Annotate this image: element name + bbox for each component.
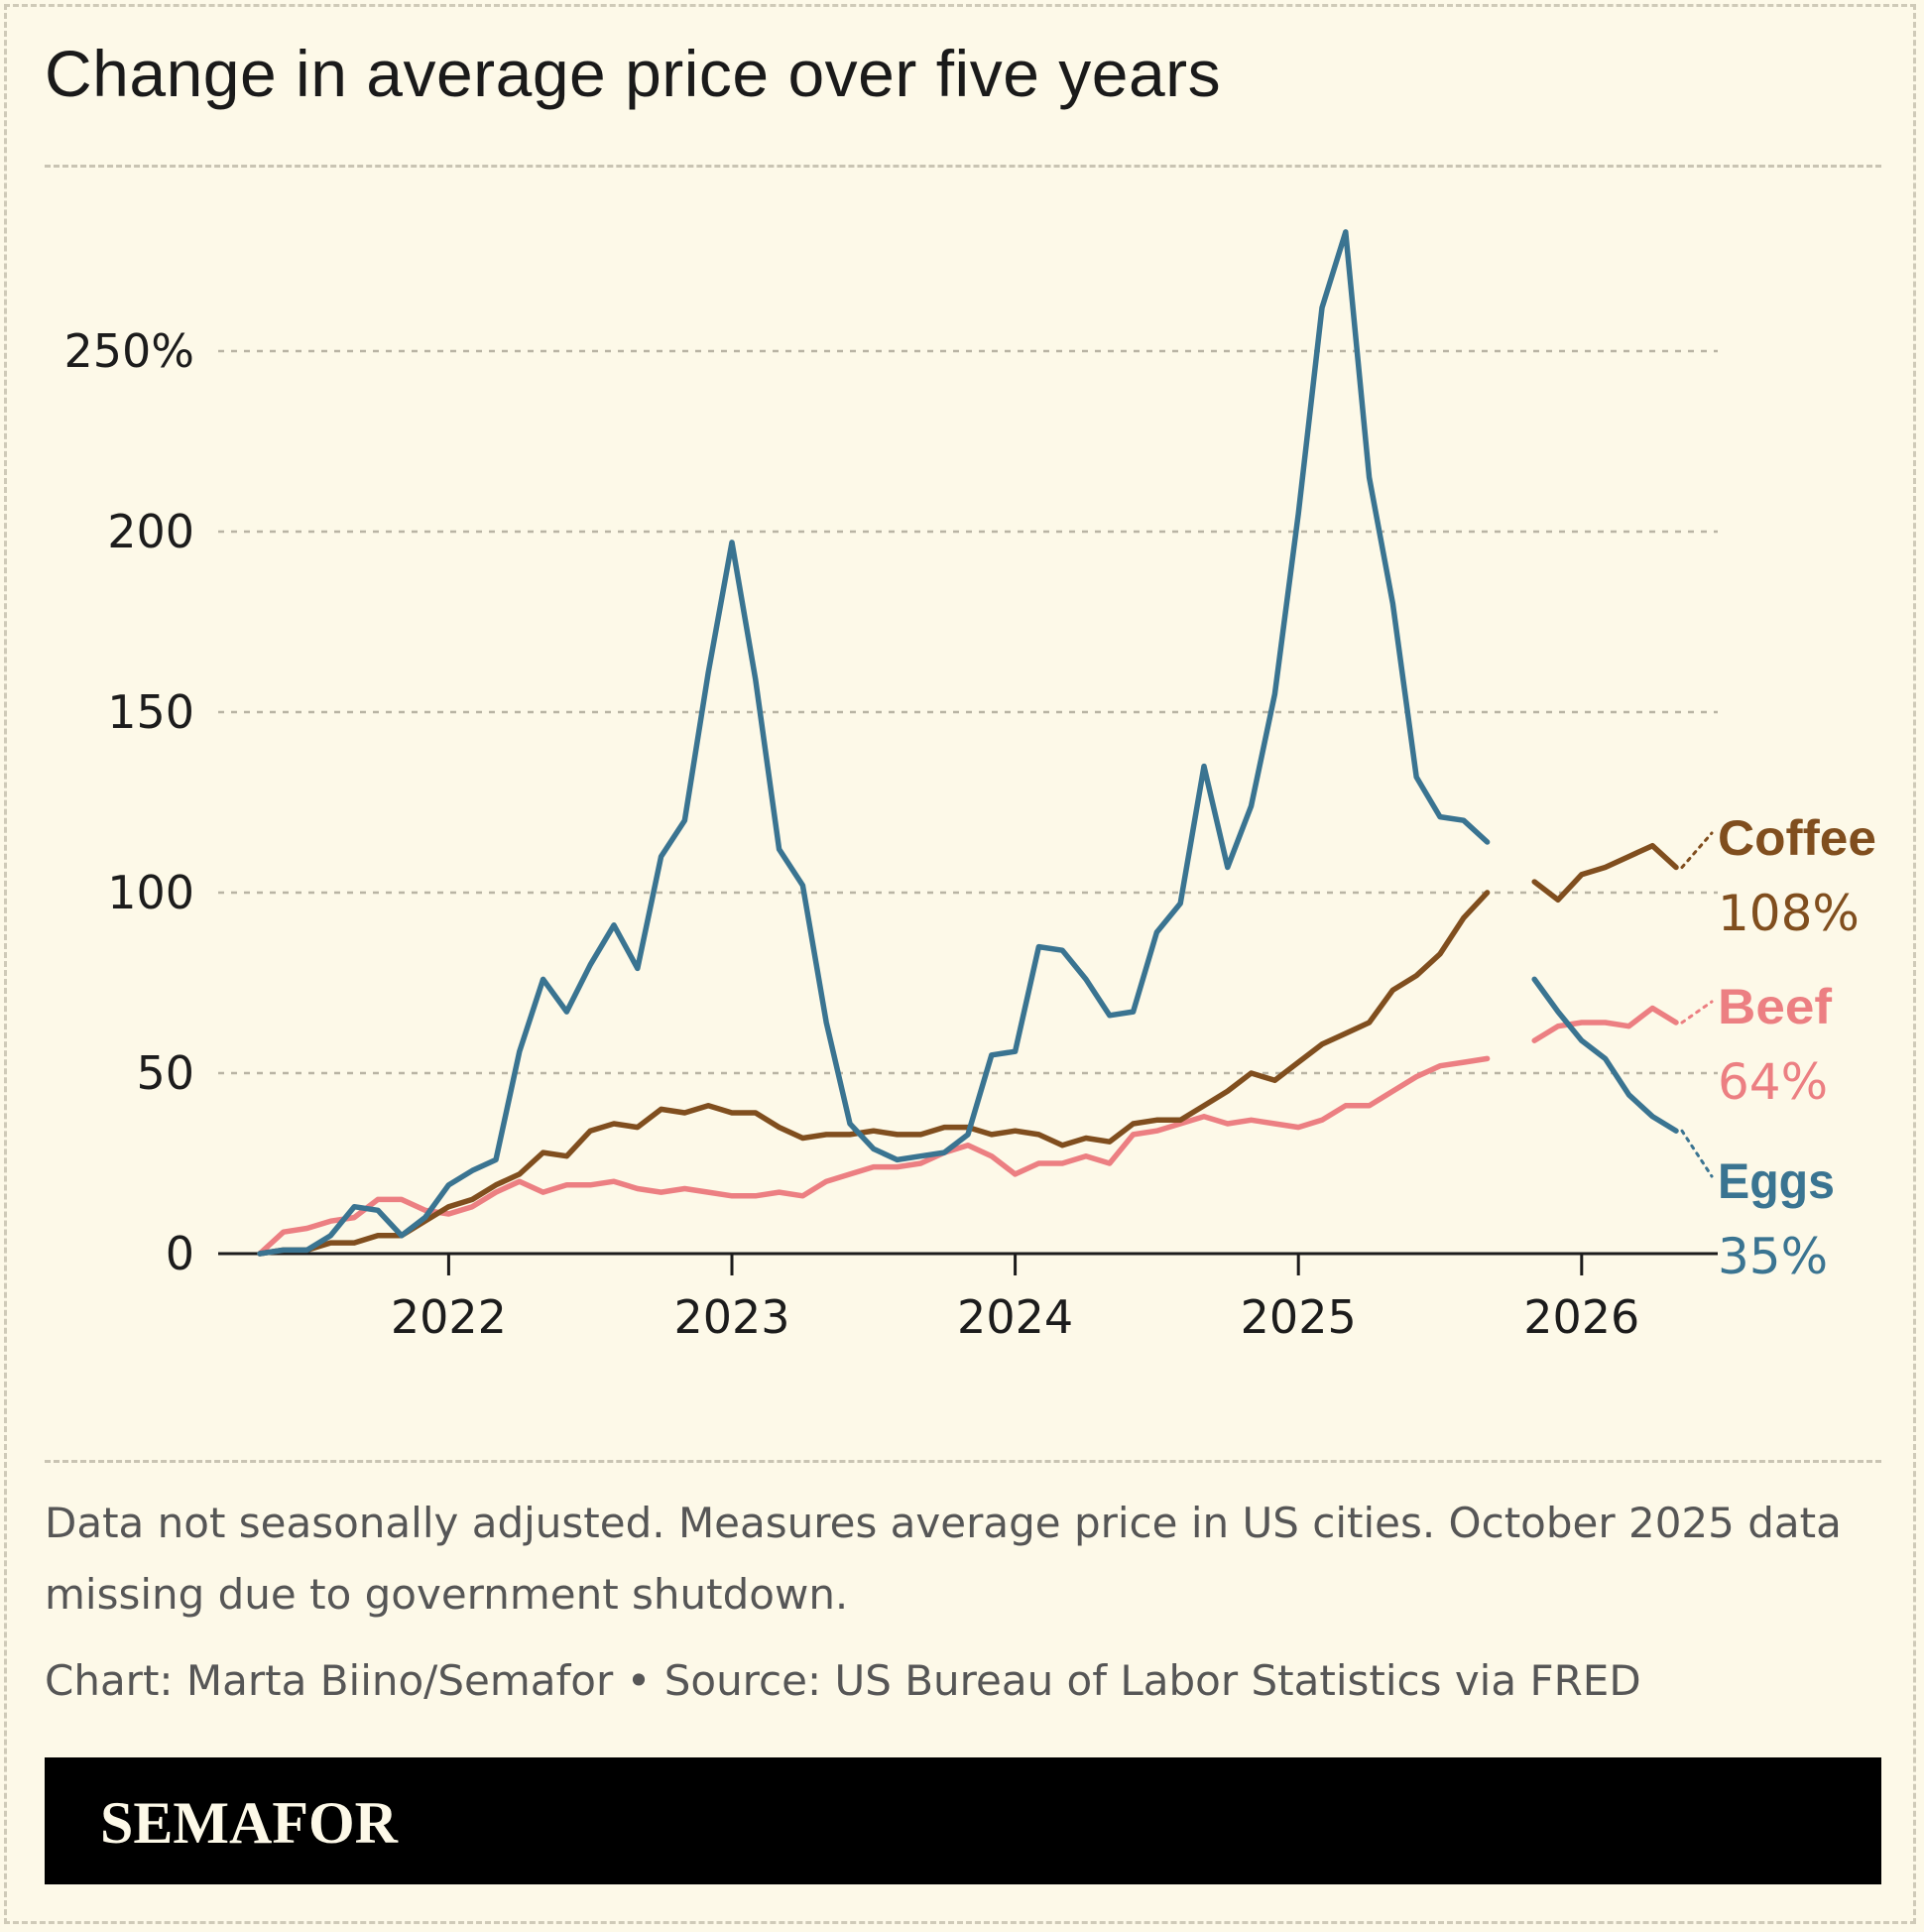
x-tick-label: 2025	[1241, 1290, 1357, 1344]
label-leader-eggs	[1680, 1129, 1714, 1178]
x-tick-label: 2026	[1523, 1290, 1639, 1344]
series-label-coffee: Coffee	[1718, 810, 1876, 866]
bottom-divider	[45, 1460, 1881, 1463]
series-value-eggs: 35%	[1718, 1228, 1828, 1285]
y-tick-label: 150	[107, 685, 194, 739]
series-line-beef	[257, 1055, 1491, 1257]
series-label-eggs: Eggs	[1718, 1153, 1835, 1209]
x-tick-label: 2024	[957, 1290, 1073, 1344]
series-line-eggs	[1531, 976, 1679, 1134]
series-line-beef	[1531, 1005, 1679, 1043]
y-tick-label: 100	[107, 866, 194, 919]
series-line-coffee	[1531, 842, 1679, 904]
chart-credit: Chart: Marta Biino/Semafor • Source: US …	[45, 1656, 1641, 1705]
chart-notes: Data not seasonally adjusted. Measures a…	[45, 1499, 1842, 1619]
x-tick-label: 2023	[673, 1290, 789, 1344]
label-leader-beef	[1680, 1000, 1714, 1025]
line-chart: 0 50 100 150 200 250% 2022 2023 2024 2025 2026 Eggs…	[63, 229, 1876, 1344]
series-line-eggs	[257, 229, 1491, 1257]
semafor-logo: SEMAFOR	[100, 1790, 398, 1856]
series-value-beef: 64%	[1718, 1053, 1828, 1111]
x-tick-label: 2022	[391, 1290, 507, 1344]
y-tick-label: 200	[107, 505, 194, 558]
chart-title: Change in average price over five years	[45, 37, 1222, 110]
label-leader-coffee	[1680, 831, 1714, 870]
series-label-beef: Beef	[1718, 979, 1832, 1034]
y-tick-label: 50	[136, 1046, 194, 1100]
series-value-coffee: 108%	[1718, 885, 1860, 942]
chart-frame	[4, 4, 1916, 1924]
series-line-coffee	[257, 890, 1491, 1257]
brand-footer: SEMAFOR	[45, 1757, 1881, 1884]
y-tick-label: 250%	[63, 324, 194, 378]
y-tick-label: 0	[166, 1227, 194, 1280]
top-divider	[45, 165, 1881, 168]
